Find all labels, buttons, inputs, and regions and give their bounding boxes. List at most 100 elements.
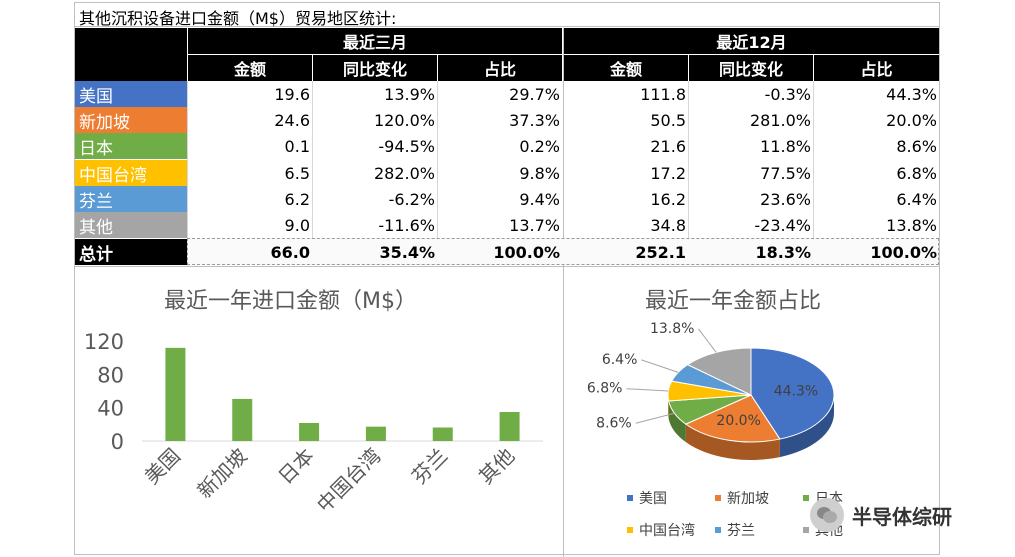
- table-cell: 13.7%: [509, 215, 560, 235]
- row-label: 新加坡: [75, 107, 187, 133]
- table-cell: 16.2: [650, 189, 686, 209]
- table-cell: 37.3%: [509, 110, 560, 130]
- table-cell: 6.8%: [896, 163, 937, 183]
- pie-slice: [750, 347, 835, 440]
- col-header-yoy-3m: 同比变化: [313, 55, 437, 81]
- group-header-3m: 最近三月: [188, 28, 562, 54]
- pie-leader-line: [635, 412, 675, 424]
- y-tick-label: 40: [97, 397, 124, 421]
- legend-swatch: [803, 495, 809, 501]
- total-cell: 100.0%: [493, 242, 560, 262]
- grid-line: [312, 81, 313, 238]
- total-cell: 100.0%: [870, 242, 937, 262]
- total-row-frame: [187, 238, 939, 265]
- pie-data-label: 6.4%: [602, 352, 638, 368]
- table-cell: 23.6%: [760, 189, 811, 209]
- grid-line: [813, 81, 814, 238]
- row-label: 芬兰: [75, 186, 187, 212]
- table-cell: 111.8: [640, 84, 686, 104]
- legend-item: 美国: [627, 488, 667, 508]
- table-cell: 8.6%: [896, 136, 937, 156]
- watermark-text: 半导体综研: [852, 504, 952, 529]
- row-label: 日本: [75, 133, 187, 159]
- table-title: 其他沉积设备进口金额（M$）贸易地区统计:: [79, 9, 397, 28]
- bar-chart-title: 最近一年进口金额（M$）: [164, 289, 417, 314]
- legend-label: 芬兰: [727, 523, 755, 539]
- table-cell: 6.2: [284, 189, 310, 209]
- y-tick-label: 80: [97, 363, 124, 387]
- table-cell: -94.5%: [378, 136, 435, 156]
- total-cell: 18.3%: [755, 242, 811, 262]
- header-corner: [75, 28, 187, 81]
- legend-item: 新加坡: [715, 488, 769, 508]
- legend-label: 美国: [639, 491, 667, 507]
- table-cell: 13.9%: [384, 84, 435, 104]
- table-cell: 9.8%: [519, 163, 560, 183]
- pie-chart-title: 最近一年金额占比: [645, 289, 822, 314]
- bar: [165, 347, 186, 441]
- total-cell: 35.4%: [379, 242, 435, 262]
- col-header-yoy-12m: 同比变化: [689, 55, 813, 81]
- pie-data-label: 13.8%: [650, 321, 694, 337]
- legend-label: 新加坡: [727, 491, 769, 507]
- table-cell: 281.0%: [749, 110, 811, 130]
- table-cell: 77.5%: [760, 163, 811, 183]
- pie-data-label: 6.8%: [587, 381, 623, 397]
- pie-data-label: 44.3%: [774, 383, 818, 399]
- group-header-12m: 最近12月: [564, 28, 939, 54]
- col-header-amount-12m: 金额: [564, 55, 688, 81]
- table-cell: 11.8%: [760, 136, 811, 156]
- table-cell: 17.2: [650, 163, 686, 183]
- table-cell: 9.4%: [519, 189, 560, 209]
- table-cell: 44.3%: [886, 84, 937, 104]
- col-header-amount-3m: 金额: [188, 55, 312, 81]
- table-cell: -0.3%: [764, 84, 811, 104]
- legend-swatch: [803, 527, 809, 533]
- row-label: 其他: [75, 212, 187, 238]
- table-cell: 13.8%: [886, 215, 937, 235]
- pie-leader-line: [626, 388, 669, 392]
- table-cell: 19.6: [274, 84, 310, 104]
- table-cell: 9.0: [284, 215, 310, 235]
- bar: [432, 427, 453, 441]
- wechat-icon: [810, 498, 844, 532]
- col-header-share-3m: 占比: [438, 55, 562, 81]
- pie-slice-side: [685, 424, 780, 460]
- row-label: 中国台湾: [75, 160, 187, 186]
- table-cell: 29.7%: [509, 84, 560, 104]
- pie-leader-line: [641, 359, 679, 373]
- pie-slice-side: [779, 395, 834, 458]
- watermark: 半导体综研: [810, 498, 952, 532]
- bar: [232, 398, 253, 441]
- pie-data-label: 8.6%: [596, 415, 632, 431]
- grid-line: [187, 81, 188, 266]
- total-cell: 66.0: [270, 242, 310, 262]
- bar: [299, 423, 320, 441]
- grid-line: [563, 28, 564, 557]
- y-tick-label: 0: [111, 430, 124, 454]
- table-cell: 34.8: [650, 215, 686, 235]
- legend-swatch: [627, 527, 633, 533]
- total-label: 总计: [75, 239, 187, 265]
- row-label: 美国: [75, 81, 187, 107]
- y-tick-label: 120: [84, 330, 124, 354]
- grid-line: [437, 81, 438, 238]
- total-cell: 252.1: [635, 242, 686, 262]
- section-divider: [75, 266, 939, 267]
- bar: [365, 426, 386, 441]
- col-header-share-12m: 占比: [814, 55, 939, 81]
- legend-label: 中国台湾: [639, 523, 695, 539]
- table-cell: 0.2%: [519, 136, 560, 156]
- legend-swatch: [627, 495, 633, 501]
- table-cell: -6.2%: [388, 189, 435, 209]
- table-cell: 0.1: [284, 136, 310, 156]
- pie-leader-line: [698, 328, 717, 353]
- table-cell: 6.5: [284, 163, 310, 183]
- table-cell: 50.5: [650, 110, 686, 130]
- legend-item: 芬兰: [715, 520, 755, 540]
- table-cell: 20.0%: [886, 110, 937, 130]
- pie-slice: [684, 394, 781, 443]
- table-cell: 120.0%: [373, 110, 435, 130]
- bar: [499, 412, 520, 441]
- table-cell: 24.6: [274, 110, 310, 130]
